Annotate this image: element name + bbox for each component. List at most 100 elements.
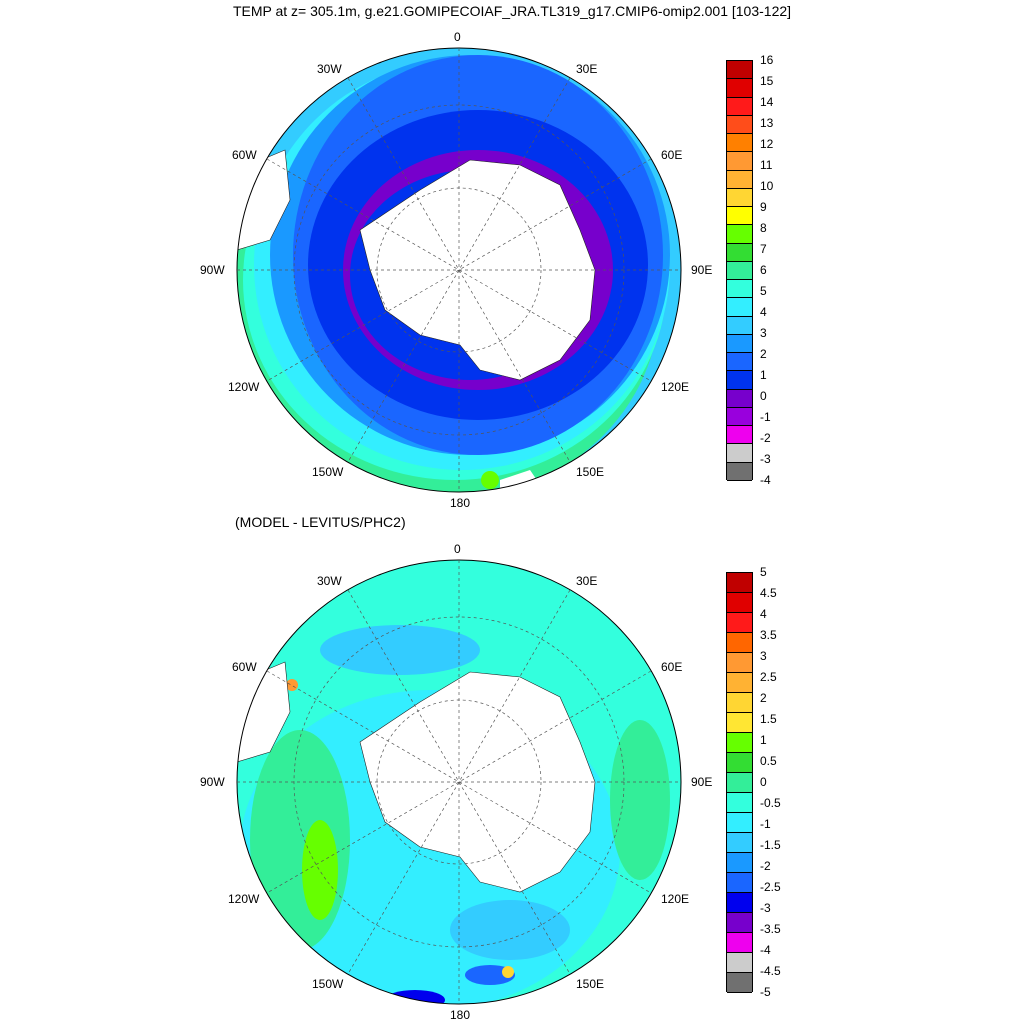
colorbar-swatch <box>727 407 752 426</box>
colorbar-swatch <box>727 953 752 973</box>
colorbar-swatch <box>727 316 752 335</box>
colorbar-swatch <box>727 371 752 390</box>
colorbar-swatch <box>727 444 752 463</box>
colorbar-swatch <box>727 813 752 833</box>
colorbar-label: -4.5 <box>760 964 781 978</box>
colorbar-label: 3 <box>760 649 767 663</box>
colorbar-label: 7 <box>760 242 767 256</box>
colorbar-swatch <box>727 913 752 933</box>
colorbar-label: -3.5 <box>760 922 781 936</box>
colorbar-top <box>726 60 753 481</box>
colorbar-swatch <box>727 693 752 713</box>
lon-label-120e-b: 120E <box>661 892 690 906</box>
colorbar-bottom <box>726 572 753 993</box>
colorbar-swatch <box>727 893 752 913</box>
colorbar-swatch <box>727 973 752 993</box>
lon-label-90e-b: 90E <box>691 775 713 789</box>
colorbar-label: 2 <box>760 691 767 705</box>
colorbar-swatch <box>727 207 752 226</box>
colorbar-swatch <box>727 653 752 673</box>
lon-label-120w-b: 120W <box>228 892 260 906</box>
diff-green-west <box>250 730 350 950</box>
colorbar-label: 15 <box>760 74 774 88</box>
colorbar-label: 12 <box>760 137 774 151</box>
colorbar-label: 2.5 <box>760 670 777 684</box>
colorbar-label: 4.5 <box>760 586 777 600</box>
colorbar-swatch <box>727 334 752 353</box>
plot-title: TEMP at z= 305.1m, g.e21.GOMIPECOIAF_JRA… <box>232 3 792 19</box>
colorbar-label: 16 <box>760 53 774 67</box>
colorbar-label: 1.5 <box>760 712 777 726</box>
colorbar-swatch <box>727 713 752 733</box>
lon-label-30w-b: 30W <box>317 574 342 588</box>
colorbar-swatch <box>727 833 752 853</box>
diff-lime-west <box>302 820 338 920</box>
colorbar-swatch <box>727 353 752 372</box>
colorbar-label: 9 <box>760 200 767 214</box>
lon-label-150e-b: 150E <box>576 977 605 991</box>
colorbar-label: -4 <box>760 943 771 957</box>
colorbar-label: -0.5 <box>760 796 781 810</box>
lon-label-180-b: 180 <box>450 1008 471 1022</box>
colorbar-swatch <box>727 853 752 873</box>
colorbar-swatch <box>727 243 752 262</box>
colorbar-swatch <box>727 152 752 171</box>
colorbar-label: 2 <box>760 347 767 361</box>
colorbar-label: 3.5 <box>760 628 777 642</box>
colorbar-label: -1 <box>760 410 771 424</box>
colorbar-swatch <box>727 389 752 408</box>
colorbar-swatch <box>727 573 752 593</box>
colorbar-label: 5 <box>760 565 767 579</box>
top-polar-map <box>236 47 682 493</box>
colorbar-swatch <box>727 733 752 753</box>
colorbar-label: -2.5 <box>760 880 781 894</box>
colorbar-swatch <box>727 633 752 653</box>
colorbar-label: 14 <box>760 95 774 109</box>
colorbar-swatch <box>727 873 752 893</box>
colorbar-label: -1.5 <box>760 838 781 852</box>
lon-label-90e: 90E <box>691 263 713 277</box>
colorbar-swatch <box>727 61 752 80</box>
lon-label-0: 0 <box>454 30 461 44</box>
lon-label-90w: 90W <box>200 263 225 277</box>
colorbar-label: 1 <box>760 368 767 382</box>
colorbar-swatch <box>727 170 752 189</box>
diff-yellow-spot <box>502 966 514 978</box>
colorbar-swatch <box>727 115 752 134</box>
colorbar-swatch <box>727 753 752 773</box>
colorbar-swatch <box>727 134 752 153</box>
lon-label-60w-b: 60W <box>232 660 257 674</box>
lon-label-150e: 150E <box>576 465 605 479</box>
subtitle: (MODEL - LEVITUS/PHC2) <box>235 514 406 530</box>
colorbar-swatch <box>727 673 752 693</box>
lon-label-30w: 30W <box>317 62 342 76</box>
colorbar-label: 8 <box>760 221 767 235</box>
lon-label-30e: 30E <box>576 62 598 76</box>
colorbar-label: 3 <box>760 326 767 340</box>
colorbar-label: 10 <box>760 179 774 193</box>
colorbar-label: 1 <box>760 733 767 747</box>
colorbar-swatch <box>727 79 752 98</box>
lon-label-60e: 60E <box>661 148 683 162</box>
lon-label-150w-b: 150W <box>312 977 344 991</box>
colorbar-swatch <box>727 97 752 116</box>
colorbar-label: -5 <box>760 985 771 999</box>
colorbar-swatch <box>727 225 752 244</box>
lon-label-90w-b: 90W <box>200 775 225 789</box>
colorbar-swatch <box>727 280 752 299</box>
colorbar-label: -2 <box>760 431 771 445</box>
colorbar-label: 0 <box>760 389 767 403</box>
colorbar-label: 11 <box>760 158 773 172</box>
colorbar-swatch <box>727 298 752 317</box>
diff-red-spot <box>286 679 298 691</box>
lon-label-120w: 120W <box>228 380 260 394</box>
diff-green-east <box>610 720 670 880</box>
bottom-polar-map <box>236 559 682 1005</box>
lon-label-0-b: 0 <box>454 542 461 556</box>
colorbar-swatch <box>727 613 752 633</box>
colorbar-swatch <box>727 462 752 481</box>
colorbar-swatch <box>727 261 752 280</box>
lon-label-60w: 60W <box>232 148 257 162</box>
colorbar-swatch <box>727 188 752 207</box>
colorbar-label: 0.5 <box>760 754 777 768</box>
